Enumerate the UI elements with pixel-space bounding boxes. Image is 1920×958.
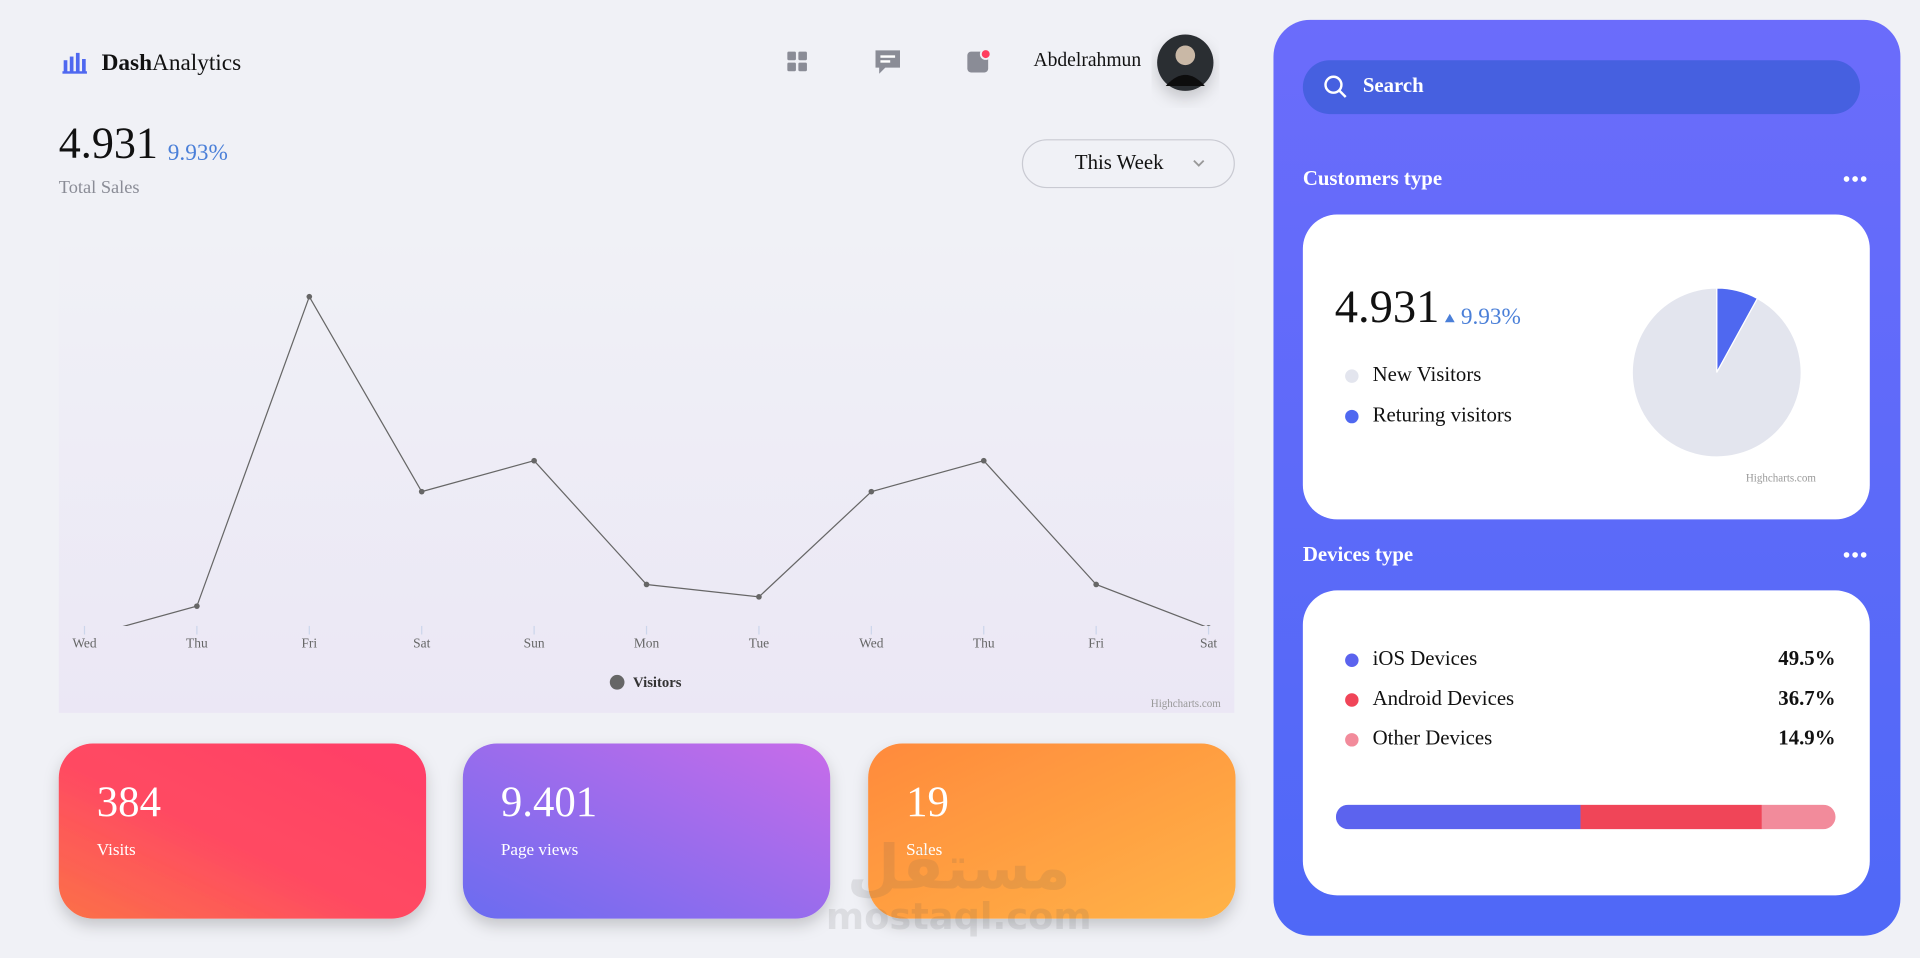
legend-label: Returing visitors <box>1373 402 1512 426</box>
point <box>1206 624 1211 626</box>
x-tick-label: Thu <box>186 635 208 650</box>
point <box>1093 581 1099 588</box>
customers-total: 4.931 <box>1335 282 1440 333</box>
point <box>868 488 875 495</box>
x-tick-label: Wed <box>859 635 884 650</box>
more-button[interactable] <box>1843 552 1867 558</box>
notifications-icon[interactable] <box>967 48 992 73</box>
apps-icon[interactable] <box>787 51 807 72</box>
total-label: Total Sales <box>59 177 140 197</box>
point <box>980 457 987 464</box>
logo-rest: Analytics <box>152 50 241 76</box>
point <box>194 603 200 609</box>
stat-card[interactable] <box>868 743 1236 919</box>
credit: Highcharts.com <box>1151 698 1221 710</box>
legend-label: New Visitors <box>1373 362 1482 386</box>
bar-segment <box>1580 804 1762 830</box>
point <box>756 594 762 600</box>
messages-icon[interactable] <box>875 50 900 74</box>
total-sales: 4.931 <box>59 118 158 167</box>
x-tick-label: Sat <box>1200 635 1217 650</box>
legend-label: Other Devices <box>1373 726 1493 750</box>
logo-icon <box>62 52 87 74</box>
value-label: 14.9% <box>1778 726 1835 750</box>
x-tick-label: Sat <box>413 635 430 650</box>
value-label: 49.5% <box>1778 646 1835 670</box>
period-dropdown[interactable]: This Week <box>1021 139 1235 189</box>
legend-marker <box>1345 693 1359 707</box>
pie-slice <box>1631 287 1802 458</box>
value-label: 36.7% <box>1778 686 1835 710</box>
stat-label: Visits <box>97 840 136 859</box>
section-title: Customers type <box>1303 166 1442 190</box>
legend-marker <box>1345 409 1359 424</box>
stacked-bar <box>1335 804 1836 830</box>
search-box[interactable]: Search <box>1302 60 1860 115</box>
period-label[interactable]: This Week <box>1075 150 1164 174</box>
legend-marker <box>1345 733 1359 747</box>
legend-label: Android Devices <box>1373 686 1515 710</box>
avatar[interactable] <box>1157 34 1214 91</box>
x-tick-label: Tue <box>749 635 769 650</box>
x-tick-label: Fri <box>301 635 317 650</box>
bar-segment <box>1761 804 1836 830</box>
bar-segment <box>1335 804 1581 830</box>
legend-marker <box>1345 369 1359 383</box>
point <box>418 488 425 495</box>
point <box>306 293 313 300</box>
line-layer <box>122 293 1211 626</box>
stat-card[interactable] <box>462 743 831 919</box>
stat-card[interactable] <box>58 743 427 919</box>
legend-label: iOS Devices <box>1373 646 1478 670</box>
legend-label: Visitors <box>633 675 682 691</box>
more-button[interactable] <box>1843 176 1867 182</box>
credit: Highcharts.com <box>1746 473 1816 485</box>
up-arrow <box>1444 313 1455 323</box>
x-tick-label: Thu <box>973 635 995 650</box>
watermark: مستقل mostaql.com <box>826 833 1092 938</box>
point <box>531 457 537 464</box>
user-name[interactable]: Abdelrahmun <box>1033 50 1141 71</box>
legend-marker <box>609 674 625 690</box>
stat-label: Page views <box>501 840 579 859</box>
x-tick-label: Mon <box>634 635 660 650</box>
stat-label: Sales <box>906 840 942 859</box>
stat-value: 19 <box>906 779 949 826</box>
legend-marker <box>1345 653 1359 667</box>
devices-layer: iOS Devices 49.5% Android Devices 36.7% Othe… <box>1335 646 1836 830</box>
watermark-arabic: مستقل <box>847 833 1071 904</box>
total-change: 9.93% <box>168 140 228 166</box>
stat-value: 9.401 <box>501 779 597 826</box>
x-tick-label: Wed <box>72 635 97 650</box>
x-tick-label: Fri <box>1088 635 1104 650</box>
search-placeholder[interactable]: Search <box>1363 73 1424 97</box>
point <box>643 581 650 588</box>
section-title: Devices type <box>1303 542 1413 566</box>
pie-layer: New Visitors Returing visitors <box>1345 287 1802 458</box>
x-tick-label: Sun <box>524 635 545 650</box>
stat-value: 384 <box>97 779 161 826</box>
watermark-latin: mostaql.com <box>826 895 1092 938</box>
logo: DashAnalytics <box>102 50 242 76</box>
logo-bold: Dash <box>102 50 152 76</box>
x-axis: Wed Thu Fri Sat Sun Mon Tue Wed Thu Fri Sat Visitor… <box>72 625 1221 710</box>
customers-change: 9.93% <box>1461 304 1521 330</box>
